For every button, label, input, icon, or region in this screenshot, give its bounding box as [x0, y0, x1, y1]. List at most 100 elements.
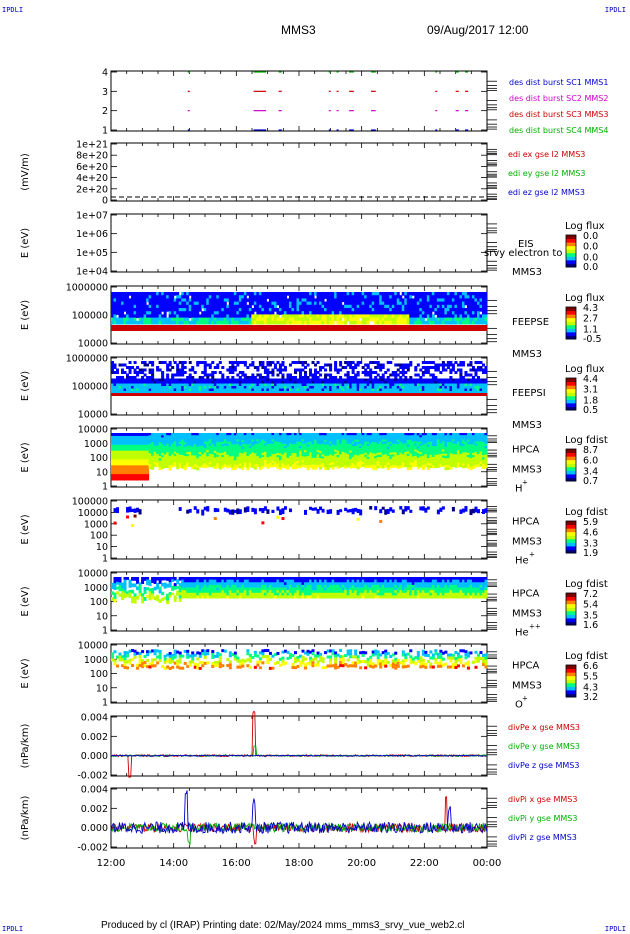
feepsi-cell — [384, 391, 388, 393]
hpca-h-cell — [146, 441, 150, 446]
feepse-cell — [331, 301, 335, 306]
feepsi-cell — [201, 378, 205, 382]
feepsi-cell — [183, 388, 187, 392]
feepse-cell — [281, 298, 285, 303]
feepse-cell — [238, 320, 242, 325]
feepse-cell — [466, 314, 470, 319]
feepsi-cell — [366, 381, 370, 384]
hpca-h-cell — [223, 453, 227, 457]
feepse-cell — [141, 317, 145, 322]
feepse-cell — [223, 314, 227, 319]
hpca-h-cell — [141, 465, 145, 469]
hpca-h-cell — [301, 445, 305, 449]
hpca-h-cell — [191, 464, 195, 468]
hpca-h-cell — [266, 452, 270, 456]
feepse-cell — [281, 308, 285, 312]
feepse-cell — [258, 301, 262, 306]
feepse-cell — [439, 317, 443, 322]
feepsi-cell — [354, 376, 358, 379]
feepsi-cell — [251, 381, 255, 384]
feepse-cell — [181, 320, 185, 325]
hpca-h-cell — [126, 447, 130, 452]
feepse-cell — [118, 320, 122, 325]
hpca-h-cell — [136, 450, 140, 455]
hpca-h-cell — [216, 448, 220, 451]
feepse-cell — [123, 308, 127, 312]
feepsi-cell — [288, 393, 292, 396]
feepsi-cell — [246, 381, 250, 384]
feepse-cell — [451, 295, 455, 299]
hpca-h-cell — [251, 461, 255, 464]
feepse-cell — [253, 320, 257, 325]
hpca-h-cell — [231, 444, 235, 448]
feepse-cell — [414, 295, 418, 299]
feepse-cell — [136, 301, 140, 306]
feepsi-cell — [344, 378, 348, 382]
hpca-h-cell — [253, 453, 257, 457]
hpca-h-cell — [166, 454, 170, 458]
feepse-cell — [136, 320, 140, 325]
feepsi-cell — [364, 378, 368, 382]
feepse-cell — [218, 325, 222, 331]
feepsi-cell — [131, 391, 135, 393]
feepse-cell — [178, 295, 182, 299]
feepsi-cell — [419, 383, 423, 387]
hpca-h-cell — [231, 465, 235, 468]
hpca-h-cell — [156, 464, 160, 468]
feepse-cell — [216, 311, 220, 315]
feepse-cell — [153, 298, 157, 303]
feepse-cell — [391, 298, 395, 303]
feepsi-cell — [469, 383, 473, 387]
hpca-h-cell — [203, 454, 207, 458]
feepse-cell — [261, 325, 265, 331]
feepsi-cell — [429, 373, 433, 377]
feepse-cell — [446, 314, 450, 319]
feepse-cell — [411, 308, 415, 312]
feepsi-cell — [141, 388, 145, 392]
feepsi-cell — [384, 386, 388, 389]
feepse-cell — [128, 320, 132, 325]
feepse-cell — [191, 320, 195, 325]
feepsi-cell — [434, 381, 438, 384]
hpca-h-cell — [238, 459, 242, 463]
hpca-h-cell — [193, 439, 197, 443]
feepsi-cell — [208, 391, 212, 393]
hpca-h-cell — [216, 452, 220, 456]
hpca-h-cell — [283, 465, 287, 469]
feepse-cell — [228, 325, 232, 331]
hpca-h-cell — [286, 439, 290, 443]
feepse-cell — [293, 304, 297, 309]
feepse-cell — [434, 325, 438, 331]
feepsi-cell — [123, 381, 127, 384]
feepsi-cell — [196, 393, 200, 396]
feepse-cell — [301, 308, 305, 312]
hpca-h-cell — [176, 444, 180, 447]
feepsi-cell — [416, 378, 420, 382]
feepsi-cell — [156, 368, 160, 372]
feepsi-cell — [306, 383, 310, 387]
feepse-cell — [126, 292, 130, 296]
feepsi-ytick-label: 100000 — [72, 382, 108, 393]
feepsi-cell — [256, 386, 260, 389]
feepse-cell — [263, 317, 267, 322]
feepsi-cell — [241, 383, 245, 387]
feepsi-cell — [336, 388, 340, 392]
feepse-cell — [359, 292, 363, 296]
feepsi-cell — [166, 366, 170, 369]
feepsi-cell — [464, 381, 468, 384]
feepse-cell — [211, 292, 215, 296]
hpca-h-cell — [253, 442, 257, 445]
hpca-h-cell — [111, 468, 115, 472]
feepse-cell — [168, 292, 172, 296]
feepsi-cell — [344, 366, 348, 369]
hpca-h-cell — [288, 433, 292, 436]
feepsi-cell — [481, 388, 485, 392]
feepsi-cell — [123, 391, 127, 393]
feepsi-cell — [474, 373, 478, 377]
feepse-cell — [419, 314, 423, 319]
hpca-h-cell — [281, 450, 285, 453]
feepsi-cell — [456, 378, 460, 382]
feepse-cell — [301, 295, 305, 299]
feepse-cell — [356, 308, 360, 312]
feepse-cell — [223, 301, 227, 306]
